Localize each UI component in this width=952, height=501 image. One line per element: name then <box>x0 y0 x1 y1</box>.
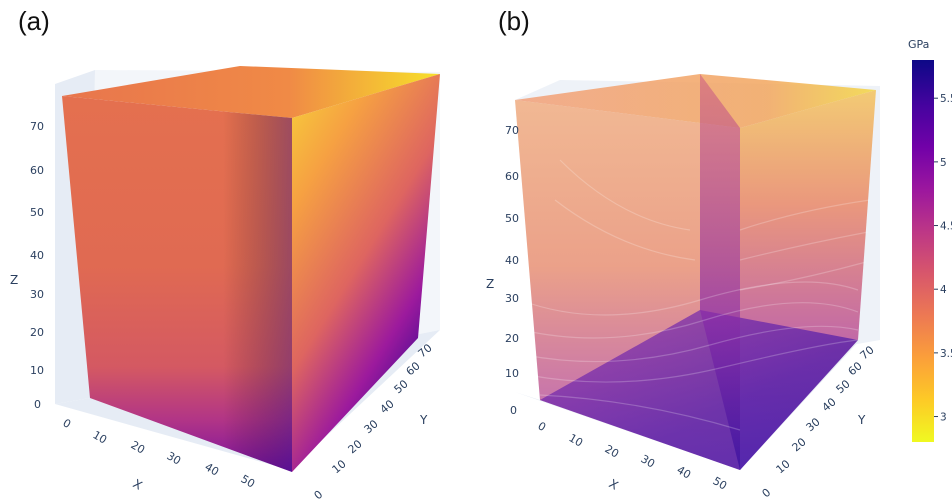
panel-a-x-tick: 50 <box>239 472 258 490</box>
panel-a-y-tick: 30 <box>362 417 381 436</box>
panel-b-x-tick: 50 <box>711 474 730 492</box>
panel-a-z-tick: 20 <box>30 326 44 339</box>
panel-a-z-tick: 0 <box>34 398 41 411</box>
panel-b-x-tick: 20 <box>603 442 622 460</box>
panel-b-z-axis: 0 10 20 30 40 50 60 70 Z <box>486 124 519 417</box>
panel-a-z-axis: 0 10 20 30 40 50 60 70 Z <box>10 120 44 411</box>
panel-a-z-tick: 50 <box>30 206 44 219</box>
colorbar-tick-label: 5 <box>940 157 947 169</box>
panel-a-front-shade <box>62 96 292 472</box>
panel-b-z-tick: 20 <box>505 332 519 345</box>
panel-b-x-title: X <box>607 476 621 492</box>
panel-b-inner-core <box>700 74 740 470</box>
panel-b-x-tick: 10 <box>567 431 586 449</box>
panel-b-z-tick: 10 <box>505 367 519 380</box>
panel-a-z-tick: 70 <box>30 120 44 133</box>
panel-b-z-tick: 70 <box>505 124 519 137</box>
panel-a-x-tick: 30 <box>165 449 184 467</box>
colorbar-tick-label: 4 <box>940 284 947 296</box>
panel-b-top-face <box>515 74 876 128</box>
colorbar: GPa 3 3.5 4 4.5 5 5.5 <box>908 38 952 442</box>
panel-b-z-tick: 30 <box>505 292 519 305</box>
panel-a-z-title: Z <box>10 273 18 287</box>
colorbar-gradient <box>912 60 934 442</box>
panel-b-y-tick: 70 <box>858 343 877 362</box>
panel-b-isosurface-layers <box>519 159 871 431</box>
panel-a-y-tick: 20 <box>346 437 365 456</box>
panel-b-z-tick: 0 <box>510 404 517 417</box>
panel-a-x-title: X <box>131 476 145 492</box>
panel-a-z-tick: 30 <box>30 288 44 301</box>
panel-a-y-tick: 50 <box>392 377 411 396</box>
colorbar-title: GPa <box>908 38 929 51</box>
panel-b-x-tick: 40 <box>675 463 694 481</box>
panel-a-y-tick: 40 <box>378 397 397 416</box>
panel-a-x-tick: 40 <box>203 460 222 478</box>
panel-b-label: (b) <box>498 6 530 36</box>
panel-a-y-tick: 10 <box>330 457 349 476</box>
panel-b-z-tick: 50 <box>505 212 519 225</box>
panel-a-z-tick: 40 <box>30 249 44 262</box>
colorbar-tick-label: 4.5 <box>940 221 952 233</box>
panel-b-z-tick: 60 <box>505 170 519 183</box>
panel-a-label: (a) <box>18 6 50 36</box>
panel-a-y-tick: 0 <box>312 488 326 501</box>
panel-b-x-tick: 0 <box>536 419 549 434</box>
panel-b-y-tick: 30 <box>804 415 823 434</box>
panel-b-y-tick: 40 <box>820 395 839 414</box>
panel-a-z-tick: 10 <box>30 364 44 377</box>
panel-b-y-tick: 50 <box>834 377 853 396</box>
panel-b-y-tick: 20 <box>790 435 809 454</box>
panel-a-z-tick: 60 <box>30 164 44 177</box>
panel-b-x-axis: 0 10 20 30 40 50 X <box>536 419 730 492</box>
colorbar-tick-label: 3 <box>940 412 947 424</box>
colorbar-ticks: 3 3.5 4 4.5 5 5.5 <box>934 93 952 424</box>
panel-a-y-title: Y <box>419 413 428 427</box>
panel-b-x-tick: 30 <box>639 452 658 470</box>
panel-a-x-tick: 20 <box>129 438 148 456</box>
colorbar-tick-label: 3.5 <box>940 348 952 360</box>
colorbar-tick-label: 5.5 <box>940 93 952 105</box>
panel-a-side-face <box>292 74 440 472</box>
panel-a-y-tick: 60 <box>404 359 423 378</box>
panel-a-x-tick: 0 <box>61 416 74 431</box>
panel-b-y-tick: 60 <box>846 359 865 378</box>
panel-b-z-tick: 40 <box>505 254 519 267</box>
panel-b-y-title: Y <box>857 413 866 427</box>
panel-a-x-tick: 10 <box>91 428 110 446</box>
panel-b-y-tick: 0 <box>760 486 774 500</box>
panel-b-y-tick: 10 <box>774 457 793 476</box>
panel-a-x-axis: 0 10 20 30 40 50 X <box>61 416 258 492</box>
panel-b-z-title: Z <box>486 277 494 291</box>
panel-b: (b) 0 10 20 30 40 50 <box>486 6 880 500</box>
panel-a-top-face <box>62 66 440 118</box>
panel-b-floor-surface <box>540 310 858 470</box>
panel-a: (a) 0 10 20 30 40 50 60 70 Z 0 10 20 30 … <box>10 6 440 501</box>
